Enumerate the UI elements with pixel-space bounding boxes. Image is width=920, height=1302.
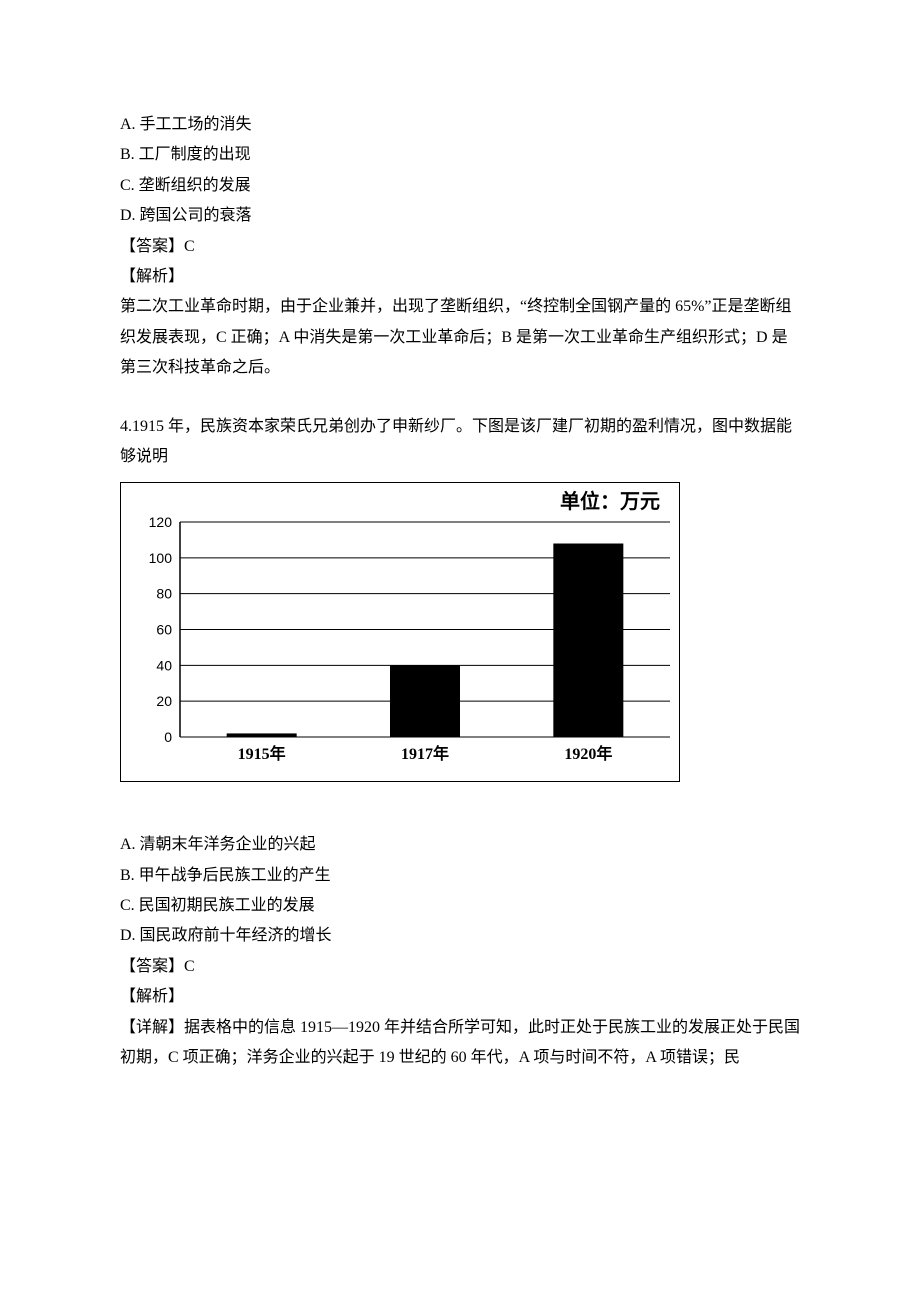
svg-text:0: 0 [164,729,172,745]
svg-text:1920年: 1920年 [564,744,612,763]
svg-text:1917年: 1917年 [401,744,449,763]
q3-option-c: C. 垄断组织的发展 [120,171,800,201]
q4-answer: 【答案】C [120,952,800,982]
spacer [120,384,800,412]
q3-answer: 【答案】C [120,232,800,262]
bar-chart-svg: 0 20 40 60 80 100 120 1915年 1917年 1920年 单位：万元 [120,482,680,782]
q3-explain-body: 第二次工业革命时期，由于企业兼并，出现了垄断组织，“终控制全国钢产量的 65%”… [120,292,800,383]
svg-text:40: 40 [156,658,172,674]
svg-text:60: 60 [156,622,172,638]
profit-chart: 0 20 40 60 80 100 120 1915年 1917年 1920年 单位：万元 [120,482,800,782]
page: A. 手工工场的消失 B. 工厂制度的出现 C. 垄断组织的发展 D. 跨国公司… [0,0,920,1302]
spacer-2 [120,802,800,830]
q4-explain-body: 【详解】据表格中的信息 1915—1920 年并结合所学可知，此时正处于民族工业… [120,1013,800,1074]
q4-option-c: C. 民国初期民族工业的发展 [120,891,800,921]
q4-option-a: A. 清朝末年洋务企业的兴起 [120,830,800,860]
svg-text:80: 80 [156,586,172,602]
svg-text:1915年: 1915年 [238,744,286,763]
q3-option-d: D. 跨国公司的衰落 [120,201,800,231]
svg-text:100: 100 [149,550,173,566]
q3-option-b: B. 工厂制度的出现 [120,140,800,170]
svg-text:单位：万元: 单位：万元 [560,489,660,513]
q3-explain-heading: 【解析】 [120,262,800,292]
q3-option-a: A. 手工工场的消失 [120,110,800,140]
q4-stem: 4.1915 年，民族资本家荣氏兄弟创办了申新纱厂。下图是该厂建厂初期的盈利情况… [120,412,800,473]
q4-explain-heading: 【解析】 [120,982,800,1012]
svg-text:20: 20 [156,693,172,709]
q4-option-d: D. 国民政府前十年经济的增长 [120,921,800,951]
svg-text:120: 120 [149,514,173,530]
q4-option-b: B. 甲午战争后民族工业的产生 [120,861,800,891]
